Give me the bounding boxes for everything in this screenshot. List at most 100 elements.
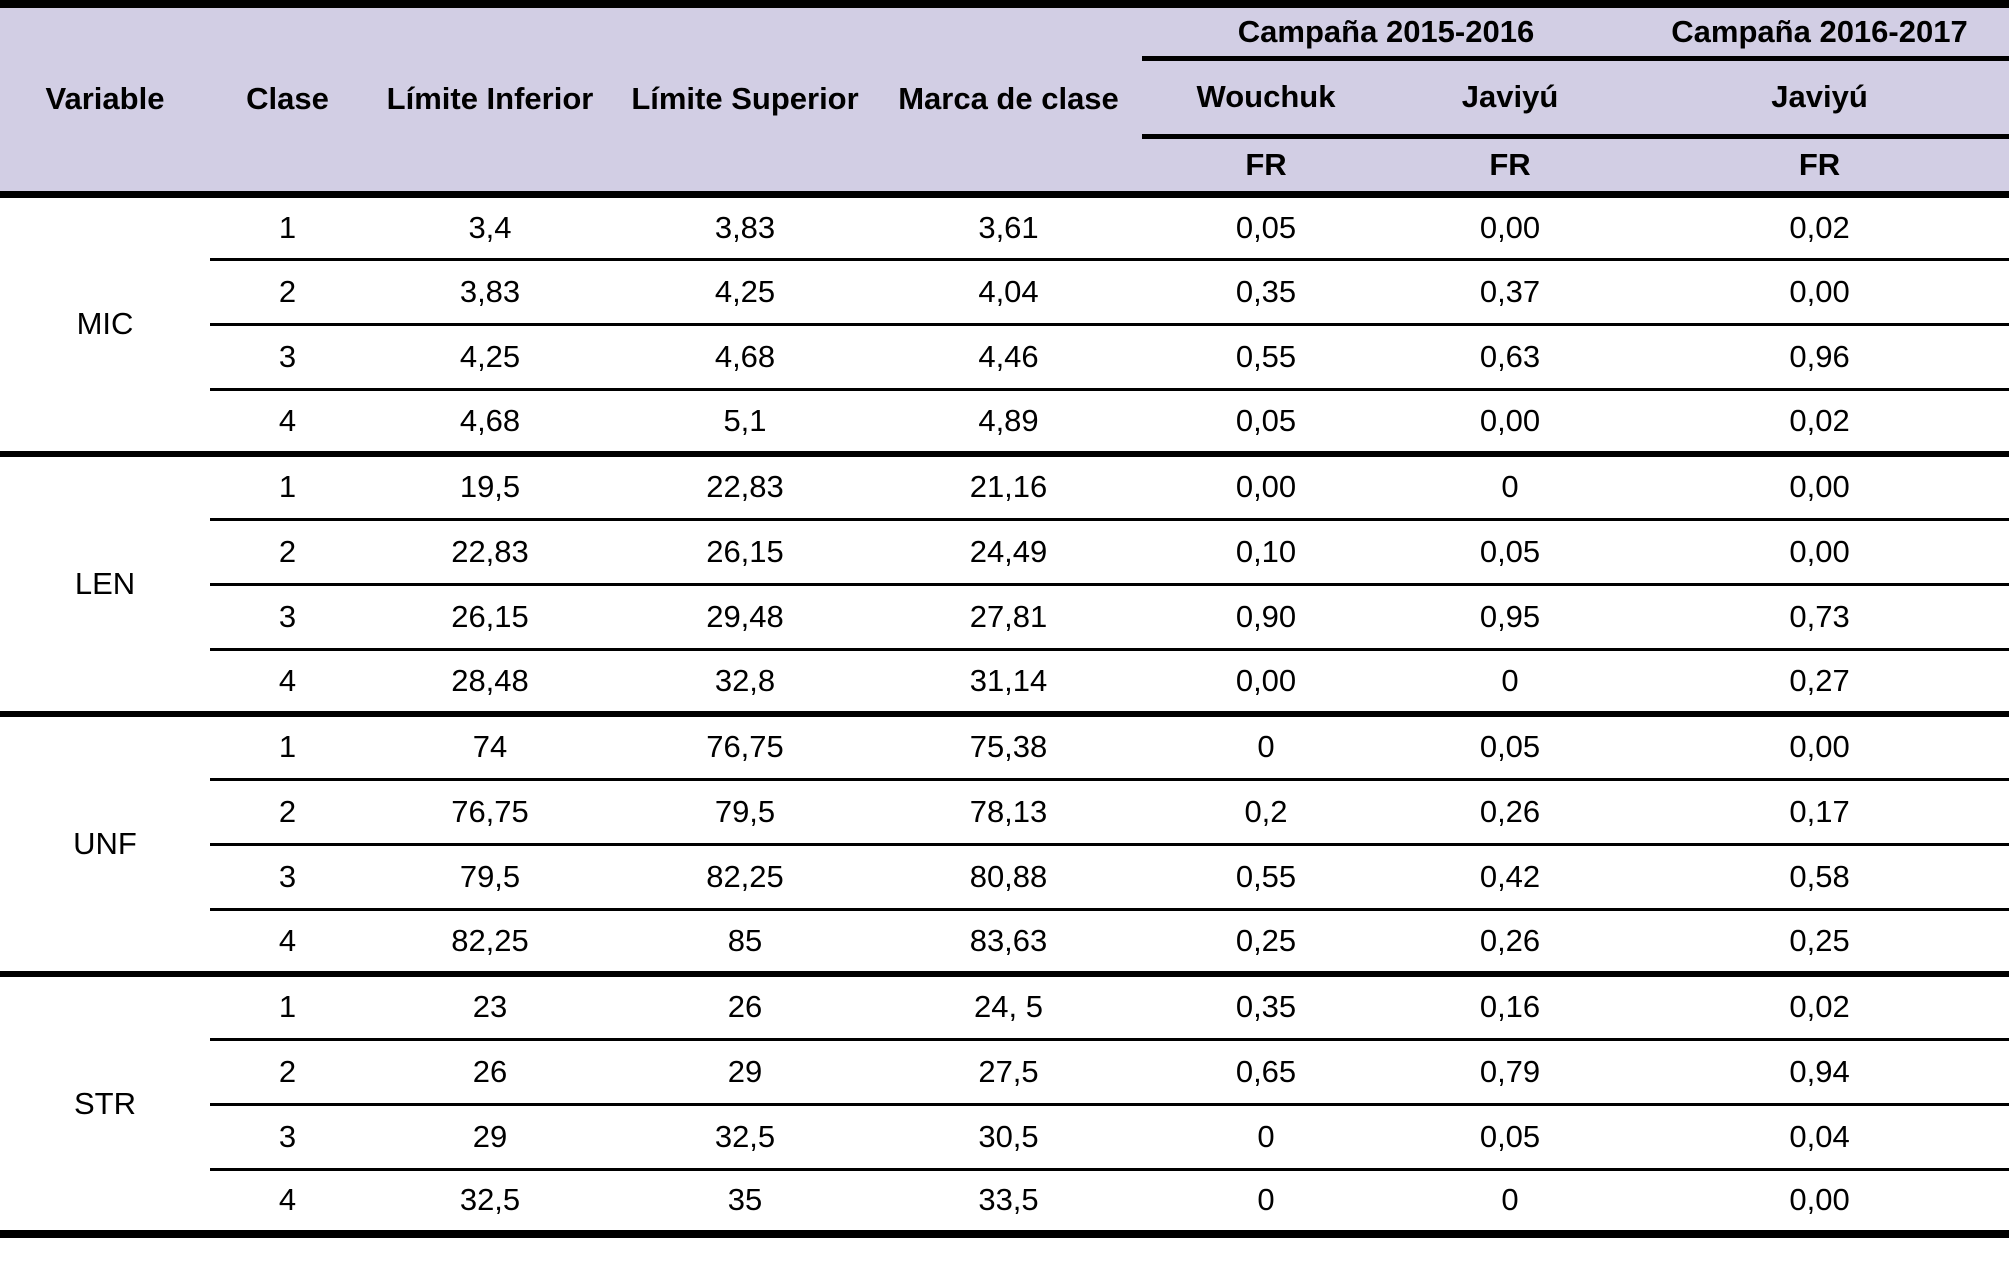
site-header-javiyu-2016: Javiyú <box>1630 58 2009 139</box>
cell-limite-inferior: 4,25 <box>365 322 615 389</box>
cell-fr-javiyu-2016: 0,25 <box>1630 907 2009 974</box>
campaign-header-2015-2016: Campaña 2015-2016 <box>1142 4 1631 61</box>
cell-marca-de-clase: 4,46 <box>875 322 1142 389</box>
cell-limite-inferior: 74 <box>365 711 615 779</box>
cell-limite-inferior: 19,5 <box>365 451 615 519</box>
cell-marca-de-clase: 80,88 <box>875 842 1142 909</box>
cell-fr-javiyu-2015: 0,42 <box>1390 842 1631 909</box>
variable-label-str: STR <box>0 971 210 1234</box>
cell-marca-de-clase: 4,89 <box>875 387 1142 454</box>
cell-limite-inferior: 82,25 <box>365 907 615 974</box>
cell-fr-javiyu-2015: 0,79 <box>1390 1037 1631 1104</box>
header-row-sites: Wouchuk Javiyú Javiyú <box>0 58 2009 139</box>
table-row: STR 1 23 26 24, 5 0,35 0,16 0,02 <box>0 971 2009 1234</box>
cell-clase: 2 <box>210 517 365 584</box>
cell-fr-javiyu-2016: 0,73 <box>1630 582 2009 649</box>
cell-fr-javiyu-2015: 0,95 <box>1390 582 1631 649</box>
cell-fr-wouchuk-2015: 0,05 <box>1142 191 1390 259</box>
cell-limite-inferior: 26,15 <box>365 582 615 649</box>
table-row: LEN 1 19,5 22,83 21,16 0,00 0 0,00 <box>0 451 2009 714</box>
table-row: 3 26,15 29,48 27,81 0,90 0,95 0,73 <box>0 582 2009 649</box>
cell-limite-superior: 26,15 <box>615 517 875 584</box>
cell-fr-wouchuk-2015: 0 <box>1142 711 1390 779</box>
cell-fr-javiyu-2016: 0,02 <box>1630 387 2009 454</box>
cell-limite-superior: 4,25 <box>615 257 875 324</box>
cell-fr-javiyu-2015: 0,63 <box>1390 322 1631 389</box>
table-row: 4 4,68 5,1 4,89 0,05 0,00 0,02 <box>0 387 2009 454</box>
cell-limite-inferior: 22,83 <box>365 517 615 584</box>
table-row: 2 26 29 27,5 0,65 0,79 0,94 <box>0 1037 2009 1104</box>
cell-fr-javiyu-2015: 0 <box>1390 647 1631 714</box>
cell-fr-javiyu-2015: 0,05 <box>1390 1102 1631 1169</box>
cell-fr-javiyu-2016: 0,27 <box>1630 647 2009 714</box>
cell-marca-de-clase: 27,81 <box>875 582 1142 649</box>
cell-marca-de-clase: 27,5 <box>875 1037 1142 1104</box>
table-row: 4 32,5 35 33,5 0 0 0,00 <box>0 1167 2009 1234</box>
site-header-javiyu-2015: Javiyú <box>1390 58 1631 139</box>
cell-limite-superior: 4,68 <box>615 322 875 389</box>
table-row: 3 4,25 4,68 4,46 0,55 0,63 0,96 <box>0 322 2009 389</box>
cell-limite-inferior: 26 <box>365 1037 615 1104</box>
cell-clase: 3 <box>210 1102 365 1169</box>
cell-limite-superior: 3,83 <box>615 191 875 259</box>
cell-fr-javiyu-2016: 0,02 <box>1630 971 2009 1039</box>
cell-fr-javiyu-2015: 0 <box>1390 1167 1631 1234</box>
cell-fr-wouchuk-2015: 0,00 <box>1142 647 1390 714</box>
cell-fr-wouchuk-2015: 0 <box>1142 1102 1390 1169</box>
table-row: 2 76,75 79,5 78,13 0,2 0,26 0,17 <box>0 777 2009 844</box>
cell-limite-inferior: 32,5 <box>365 1167 615 1234</box>
cell-fr-wouchuk-2015: 0,55 <box>1142 842 1390 909</box>
cell-fr-wouchuk-2015: 0,55 <box>1142 322 1390 389</box>
cell-limite-superior: 29,48 <box>615 582 875 649</box>
cell-limite-inferior: 3,4 <box>365 191 615 259</box>
cell-marca-de-clase: 30,5 <box>875 1102 1142 1169</box>
cell-fr-wouchuk-2015: 0,25 <box>1142 907 1390 974</box>
cell-clase: 1 <box>210 711 365 779</box>
cell-fr-javiyu-2015: 0,16 <box>1390 971 1631 1039</box>
cell-limite-inferior: 28,48 <box>365 647 615 714</box>
cell-fr-javiyu-2015: 0,00 <box>1390 191 1631 259</box>
cell-limite-superior: 22,83 <box>615 451 875 519</box>
cell-clase: 1 <box>210 971 365 1039</box>
cell-clase: 4 <box>210 1167 365 1234</box>
table-header: Variable Clase Límite Inferior Límite Su… <box>0 4 2009 198</box>
cell-marca-de-clase: 33,5 <box>875 1167 1142 1234</box>
cell-fr-javiyu-2016: 0,94 <box>1630 1037 2009 1104</box>
cell-limite-superior: 82,25 <box>615 842 875 909</box>
cell-limite-superior: 32,5 <box>615 1102 875 1169</box>
cell-fr-javiyu-2016: 0,00 <box>1630 1167 2009 1234</box>
cell-limite-inferior: 23 <box>365 971 615 1039</box>
cell-limite-inferior: 79,5 <box>365 842 615 909</box>
cell-marca-de-clase: 3,61 <box>875 191 1142 259</box>
cell-marca-de-clase: 75,38 <box>875 711 1142 779</box>
cell-fr-javiyu-2015: 0 <box>1390 451 1631 519</box>
cell-fr-javiyu-2015: 0,05 <box>1390 517 1631 584</box>
cell-fr-wouchuk-2015: 0,05 <box>1142 387 1390 454</box>
cell-marca-de-clase: 78,13 <box>875 777 1142 844</box>
cell-marca-de-clase: 24, 5 <box>875 971 1142 1039</box>
variable-label-mic: MIC <box>0 191 210 454</box>
cell-fr-wouchuk-2015: 0,65 <box>1142 1037 1390 1104</box>
fr-header-wouchuk: FR <box>1142 136 1390 198</box>
cell-limite-superior: 26 <box>615 971 875 1039</box>
cell-limite-superior: 79,5 <box>615 777 875 844</box>
variable-label-unf: UNF <box>0 711 210 974</box>
table-row: 2 22,83 26,15 24,49 0,10 0,05 0,00 <box>0 517 2009 584</box>
table-row: 2 3,83 4,25 4,04 0,35 0,37 0,00 <box>0 257 2009 324</box>
cell-limite-superior: 85 <box>615 907 875 974</box>
cell-clase: 4 <box>210 647 365 714</box>
cell-fr-wouchuk-2015: 0,90 <box>1142 582 1390 649</box>
cell-clase: 3 <box>210 842 365 909</box>
column-header-variable: Variable <box>0 4 210 198</box>
cell-fr-javiyu-2015: 0,05 <box>1390 711 1631 779</box>
cell-clase: 4 <box>210 387 365 454</box>
table-row: 4 82,25 85 83,63 0,25 0,26 0,25 <box>0 907 2009 974</box>
table-row: 4 28,48 32,8 31,14 0,00 0 0,27 <box>0 647 2009 714</box>
table-row: UNF 1 74 76,75 75,38 0 0,05 0,00 <box>0 711 2009 974</box>
cell-fr-wouchuk-2015: 0,00 <box>1142 451 1390 519</box>
cell-marca-de-clase: 83,63 <box>875 907 1142 974</box>
cell-fr-wouchuk-2015: 0,10 <box>1142 517 1390 584</box>
cell-limite-superior: 29 <box>615 1037 875 1104</box>
table-row: 3 29 32,5 30,5 0 0,05 0,04 <box>0 1102 2009 1169</box>
table-body: MIC 1 3,4 3,83 3,61 0,05 0,00 0,02 2 3,8… <box>0 191 2009 1234</box>
